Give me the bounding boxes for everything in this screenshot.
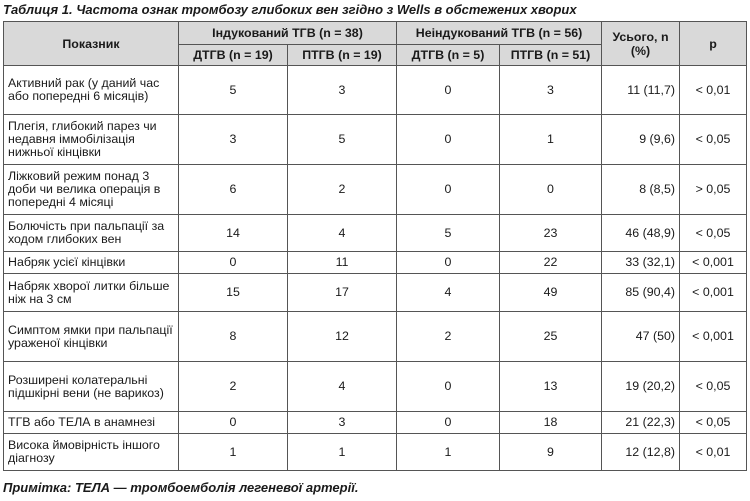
cell-total: 33 (32,1) [601,251,680,274]
row-name: Ліжковий режим понад 3 доби чи велика оп… [3,164,179,215]
cell-value: 18 [499,411,602,434]
cell-p: < 0,001 [679,251,747,274]
row-name: Набряк усієї кінцівки [3,251,179,274]
header-sub-ptgv-induced: ПТГВ (n = 19) [287,44,397,66]
cell-p: < 0,05 [679,361,747,412]
table-row: ТГВ або ТЕЛА в анамнезі 0 3 0 18 21 (22,… [3,411,747,434]
header-row-group: Показник Індукований ТГВ (n = 38) Неінду… [3,21,747,66]
cell-value: 14 [178,214,288,252]
cell-value: 1 [396,433,500,471]
header-p: p [679,21,747,66]
cell-value: 12 [287,311,397,362]
header-row-sub: ДТГВ (n = 19) ПТГВ (n = 19) ДТГВ (n = 5)… [4,44,747,66]
cell-value: 1 [499,114,602,165]
cell-value: 8 [178,311,288,362]
table-note: Примітка: ТЕЛА — тромбоемболія легеневої… [3,480,359,495]
cell-value: 0 [396,164,500,215]
cell-value: 5 [396,214,500,252]
table-row: Болючість при пальпації за ходом глибоки… [3,214,747,252]
cell-value: 0 [178,411,288,434]
row-name: ТГВ або ТЕЛА в анамнезі [3,411,179,434]
row-name: Висока ймовірність іншого діагнозу [3,433,179,471]
cell-value: 3 [499,65,602,115]
table-row: Ліжковий режим понад 3 доби чи велика оп… [3,164,747,215]
cell-total: 19 (20,2) [601,361,680,412]
cell-value: 3 [178,114,288,165]
cell-value: 2 [287,164,397,215]
cell-p: > 0,05 [679,164,747,215]
cell-total: 85 (90,4) [601,273,680,312]
row-name: Плегія, глибокий парез чи недавня іммобі… [3,114,179,165]
cell-value: 5 [287,114,397,165]
table-row: Плегія, глибокий парез чи недавня іммобі… [3,114,747,165]
header-indicator: Показник [3,21,179,66]
cell-value: 0 [396,65,500,115]
row-name: Набряк хворої литки більше ніж на 3 см [3,273,179,312]
cell-value: 0 [396,361,500,412]
row-name: Болючість при пальпації за ходом глибоки… [3,214,179,252]
cell-value: 5 [178,65,288,115]
cell-p: < 0,05 [679,411,747,434]
cell-value: 3 [287,411,397,434]
cell-total: 46 (48,9) [601,214,680,252]
cell-value: 4 [287,214,397,252]
cell-total: 47 (50) [601,311,680,362]
header-sub-dtgv-noninduced: ДТГВ (n = 5) [396,44,500,66]
header-noninduced: Неіндукований ТГВ (n = 56) [396,21,602,45]
cell-value: 2 [396,311,500,362]
cell-p: < 0,01 [679,433,747,471]
cell-value: 0 [396,251,500,274]
header-induced: Індукований ТГВ (n = 38) [178,21,397,45]
cell-value: 0 [499,164,602,215]
cell-value: 0 [396,114,500,165]
table-caption: Таблиця 1. Частота ознак тромбозу глибок… [3,2,577,17]
table-row: Набряк усієї кінцівки 0 11 0 22 33 (32,1… [3,251,747,274]
cell-value: 2 [178,361,288,412]
cell-value: 0 [178,251,288,274]
row-name: Активний рак (у даний час або попередні … [3,65,179,115]
cell-value: 0 [396,411,500,434]
cell-value: 1 [287,433,397,471]
table-row: Висока ймовірність іншого діагнозу 1 1 1… [3,433,747,471]
cell-value: 17 [287,273,397,312]
header-sub-ptgv-noninduced: ПТГВ (n = 51) [499,44,602,66]
row-name: Симптом ямки при пальпації ураженої кінц… [3,311,179,362]
table-row: Активний рак (у даний час або попередні … [3,65,747,115]
cell-value: 23 [499,214,602,252]
cell-value: 11 [287,251,397,274]
table-row: Симптом ямки при пальпації ураженої кінц… [3,311,747,362]
cell-value: 25 [499,311,602,362]
cell-value: 4 [287,361,397,412]
cell-value: 49 [499,273,602,312]
row-name: Розширені колатеральні підшкірні вени (н… [3,361,179,412]
cell-value: 3 [287,65,397,115]
cell-value: 9 [499,433,602,471]
cell-total: 21 (22,3) [601,411,680,434]
cell-total: 8 (8,5) [601,164,680,215]
cell-value: 1 [178,433,288,471]
header-total: Усього, n (%) [601,21,680,66]
table-row: Розширені колатеральні підшкірні вени (н… [3,361,747,412]
wells-criteria-table: Показник Індукований ТГВ (n = 38) Неінду… [3,21,747,471]
cell-total: 11 (11,7) [601,65,680,115]
cell-p: < 0,01 [679,65,747,115]
cell-value: 22 [499,251,602,274]
table-row: Набряк хворої литки більше ніж на 3 см 1… [3,273,747,312]
cell-value: 6 [178,164,288,215]
cell-value: 15 [178,273,288,312]
cell-p: < 0,05 [679,214,747,252]
cell-value: 4 [396,273,500,312]
cell-p: < 0,001 [679,273,747,312]
cell-p: < 0,05 [679,114,747,165]
header-sub-dtgv-induced: ДТГВ (n = 19) [178,44,288,66]
cell-p: < 0,001 [679,311,747,362]
cell-value: 13 [499,361,602,412]
cell-total: 9 (9,6) [601,114,680,165]
cell-total: 12 (12,8) [601,433,680,471]
